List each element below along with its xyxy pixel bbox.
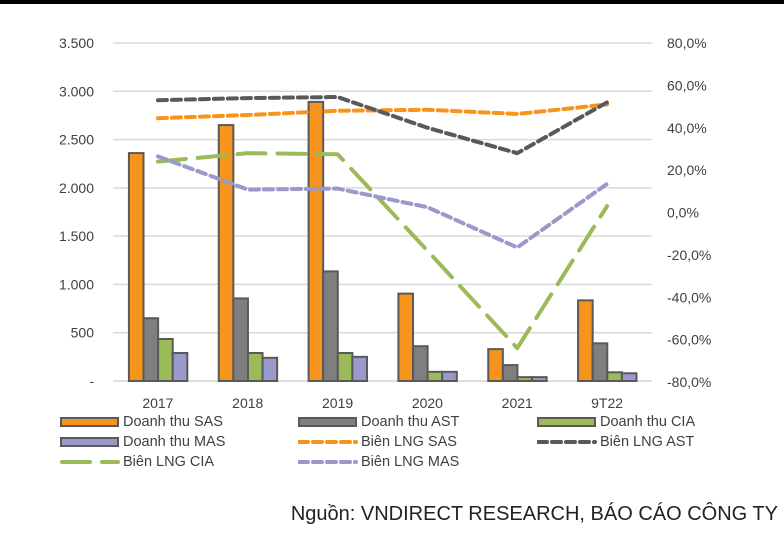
bar-doanh-thu-sas-9t22: [577, 299, 594, 382]
right-axis-tick-label: -40,0%: [667, 289, 711, 305]
legend-item-bien-lng-ast: Biên LNG AST: [537, 433, 694, 451]
bar-doanh-thu-ast-2020: [412, 345, 429, 382]
right-axis-tick-label: 60,0%: [667, 77, 707, 93]
bar-doanh-thu-cia-9t22: [606, 371, 623, 382]
legend-swatch-bar-ast: [298, 417, 357, 427]
right-axis-tick-label: -60,0%: [667, 332, 711, 348]
right-axis-tick-label: -20,0%: [667, 247, 711, 263]
legend-label: Doanh thu SAS: [123, 414, 223, 430]
category-label-2018: 2018: [232, 395, 263, 410]
legend-item-doanh-thu-ast: Doanh thu AST: [298, 413, 459, 431]
legend-label: Biên LNG MAS: [361, 454, 460, 470]
left-axis-ticks: - 500 1.000 1.500 2.000 2.500 3.000 3.500: [59, 35, 94, 389]
legend-item-doanh-thu-sas: Doanh thu SAS: [60, 413, 223, 431]
legend-label: Doanh thu AST: [361, 414, 460, 430]
bar-doanh-thu-cia-2021: [516, 376, 534, 383]
bar-doanh-thu-mas-2017: [171, 351, 189, 383]
bar-doanh-thu-ast-2017: [142, 317, 160, 383]
right-axis-tick-label: 40,0%: [667, 120, 707, 136]
legend-item-doanh-thu-mas: Doanh thu MAS: [60, 433, 225, 451]
bar-doanh-thu-sas-2020: [397, 292, 415, 382]
category-labels: 2017 2018 2019 2020 2021 9T22: [142, 395, 623, 410]
lines: [155, 95, 610, 351]
category-label-9t22: 9T22: [591, 395, 623, 410]
bar-doanh-thu-cia-2017: [157, 337, 174, 382]
left-axis-tick-label: 2.000: [59, 180, 94, 196]
right-axis-tick-label: 80,0%: [667, 35, 707, 51]
legend-label: Biên LNG AST: [600, 434, 695, 450]
bar-doanh-thu-ast-2019: [322, 270, 339, 382]
left-axis-tick-label: 3.500: [59, 35, 94, 51]
bar-doanh-thu-mas-2018: [261, 356, 279, 382]
category-label-2021: 2021: [502, 395, 533, 410]
legend-label: Biên LNG CIA: [123, 454, 215, 470]
legend-swatch-bar-sas: [60, 417, 119, 427]
chart-legend: Doanh thu SAS Doanh thu AST Doanh thu CI…: [0, 413, 784, 478]
bar-doanh-thu-ast-9t22: [591, 342, 609, 382]
combo-chart: - 500 1.000 1.500 2.000 2.500 3.000 3.500 -80,0…: [59, 35, 711, 410]
category-label-2019: 2019: [322, 395, 353, 410]
legend-item-bien-lng-sas: Biên LNG SAS: [298, 433, 457, 451]
gridlines: [113, 42, 652, 382]
line-bien-lng-mas: [155, 154, 610, 250]
top-border-bar: [0, 0, 784, 4]
legend-swatch-bar-cia: [537, 417, 596, 427]
legend-swatch-line-cia: [60, 460, 120, 464]
right-axis-tick-label: -80,0%: [667, 374, 711, 390]
left-axis-tick-label: 1.500: [59, 228, 94, 244]
source-caption: Nguồn: VNDIRECT RESEARCH, BÁO CÁO CÔNG T…: [290, 503, 778, 525]
legend-swatch-bar-mas: [60, 437, 119, 447]
legend-swatch-line-mas: [298, 460, 358, 464]
bar-doanh-thu-cia-2018: [246, 351, 264, 383]
left-axis-tick-label: 2.500: [59, 132, 94, 148]
category-label-2020: 2020: [412, 395, 443, 410]
right-axis-tick-label: 0,0%: [667, 205, 699, 221]
bars: [127, 100, 638, 383]
legend-swatch-line-sas: [298, 440, 358, 444]
bar-doanh-thu-mas-9t22: [620, 372, 638, 383]
right-axis-tick-label: 20,0%: [667, 162, 707, 178]
left-axis-tick-label: 1.000: [59, 276, 94, 292]
bar-doanh-thu-cia-2019: [336, 351, 354, 383]
legend-item-bien-lng-cia: Biên LNG CIA: [60, 453, 214, 471]
bar-doanh-thu-ast-2018: [232, 297, 249, 382]
category-label-2017: 2017: [142, 395, 173, 410]
line-bien-lng-sas: [155, 102, 610, 121]
legend-item-bien-lng-mas: Biên LNG MAS: [298, 453, 459, 471]
bar-doanh-thu-mas-2021: [531, 376, 548, 383]
line-bien-lng-ast: [155, 95, 610, 156]
legend-item-doanh-thu-cia: Doanh thu CIA: [537, 413, 695, 431]
legend-label: Doanh thu CIA: [600, 414, 696, 430]
line-bien-lng-cia: [155, 151, 610, 351]
legend-label: Biên LNG SAS: [361, 434, 457, 450]
legend-label: Doanh thu MAS: [123, 434, 226, 450]
bar-doanh-thu-sas-2021: [487, 348, 504, 383]
bar-doanh-thu-sas-2018: [217, 124, 235, 383]
right-axis-ticks: -80,0% -60,0% -40,0% -20,0% 0,0% 20,0% 40,0% 60…: [667, 35, 711, 390]
bar-doanh-thu-ast-2021: [501, 364, 519, 382]
bar-doanh-thu-sas-2017: [127, 152, 145, 382]
bar-doanh-thu-sas-2019: [307, 100, 325, 382]
bar-doanh-thu-mas-2019: [351, 355, 368, 383]
left-axis-tick-label: -: [89, 373, 94, 389]
left-axis-tick-label: 500: [71, 325, 95, 341]
bar-doanh-thu-mas-2020: [441, 370, 458, 382]
left-axis-tick-label: 3.000: [59, 83, 94, 99]
legend-swatch-line-ast: [537, 440, 597, 444]
bar-doanh-thu-cia-2020: [426, 370, 444, 382]
